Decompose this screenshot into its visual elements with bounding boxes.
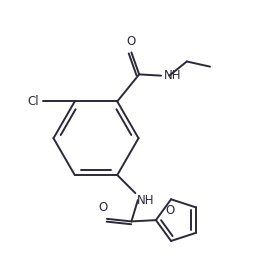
Text: O: O (127, 35, 136, 48)
Text: O: O (165, 204, 174, 217)
Text: NH: NH (164, 69, 181, 82)
Text: Cl: Cl (27, 95, 39, 108)
Text: O: O (98, 201, 108, 214)
Text: NH: NH (136, 194, 154, 207)
